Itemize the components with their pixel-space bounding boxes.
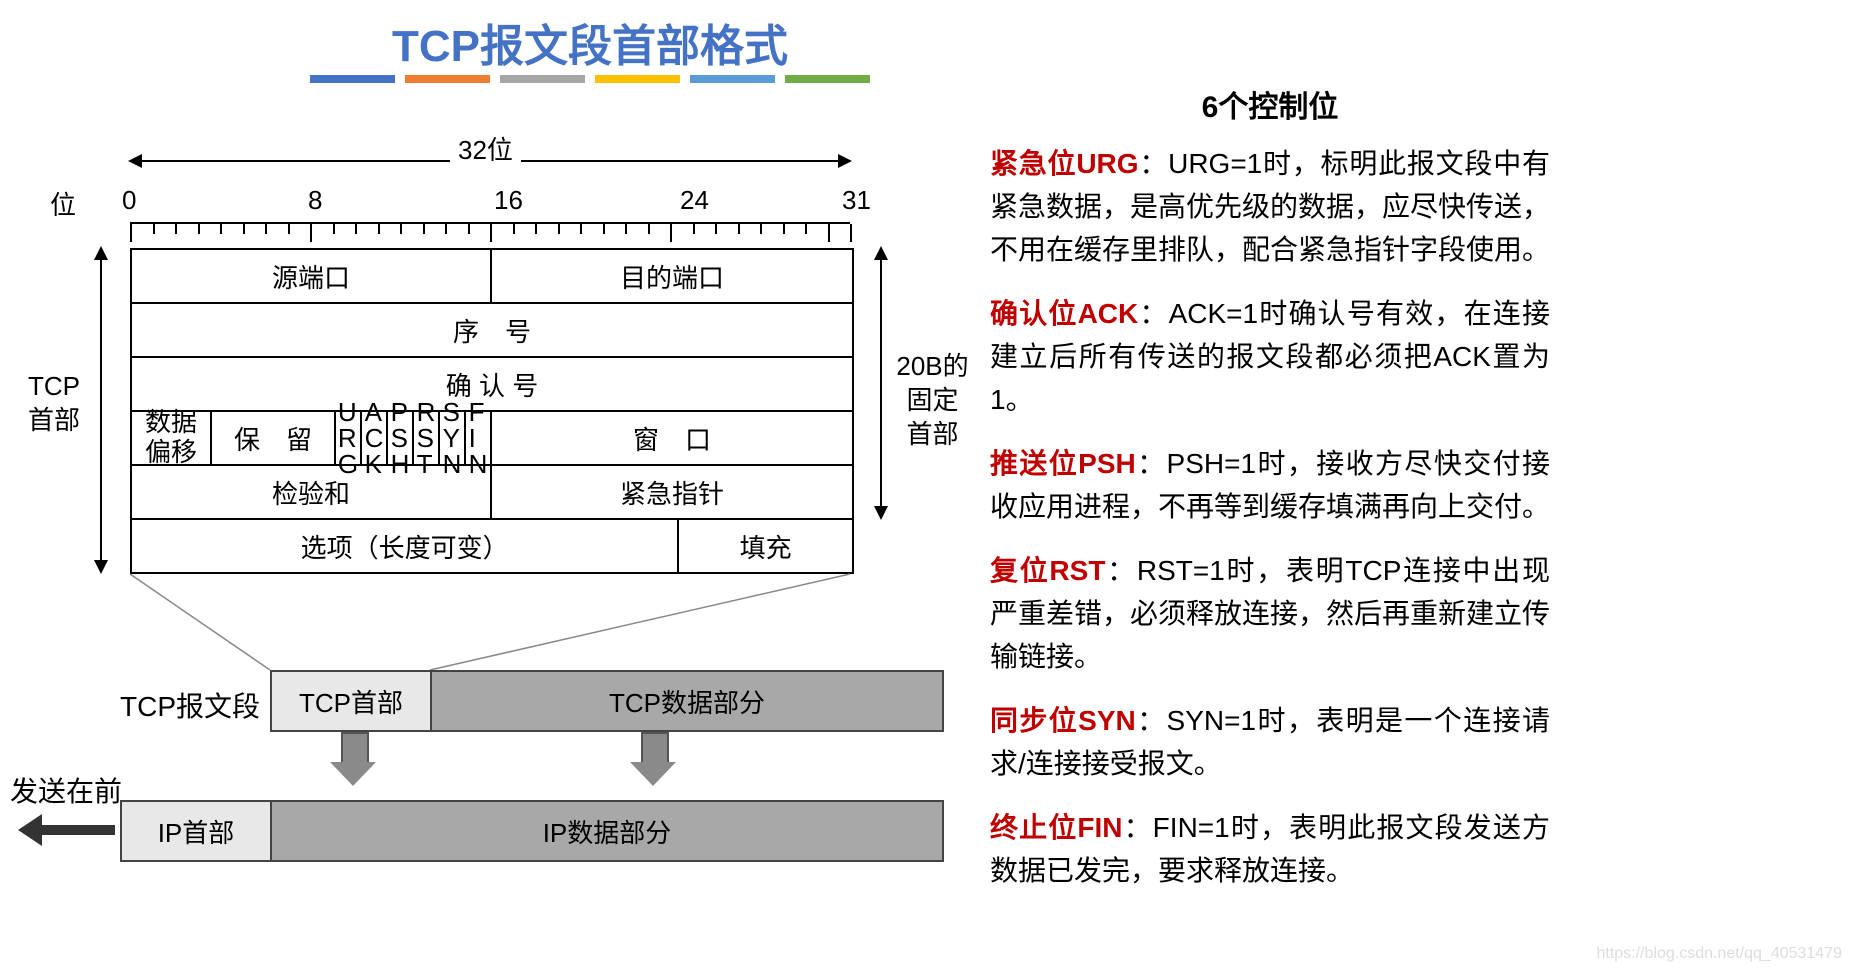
bit-ruler [130,222,850,248]
ip-segment-bar: IP首部IP数据部分 [120,800,944,862]
title-underline [0,75,1180,83]
field-urgent-ptr: 紧急指针 [492,466,852,518]
bit-tick-label: 0 [122,185,136,216]
down-arrow-1 [330,732,376,788]
tcp-data: TCP数据部分 [432,672,942,730]
field-ack-num: 确 认 号 [132,358,852,410]
field-padding: 填充 [679,520,852,572]
tcp-header-table: 源端口目的端口序 号确 认 号数据偏移保 留URGACKPSHRSTSYNFIN… [130,248,854,574]
flag-desc: 推送位PSH：PSH=1时，接收方尽快交付接收应用进程，不再等到缓存填满再向上交… [990,442,1550,529]
field-checksum: 检验和 [132,466,492,518]
down-arrow-2 [630,732,676,788]
field-reserved: 保 留 [212,412,336,464]
flag-desc: 复位RST：RST=1时，表明TCP连接中出现严重差错，必须释放连接，然后再重新… [990,549,1550,679]
tcp-segment-bar: TCP首部TCP数据部分 [270,670,944,732]
footer-watermark: https://blog.csdn.net/qq_40531479 [1596,945,1842,963]
field-src-port: 源端口 [132,250,492,302]
flag-desc: 紧急位URG：URG=1时，标明此报文段中有紧急数据，是高优先级的数据，应尽快传… [990,142,1550,272]
tcp-segment-label: TCP报文段 [120,685,260,725]
left-caption: TCP首部 [28,370,80,438]
flag-fin: FIN [466,412,492,464]
right-brace [880,248,882,518]
flag-desc: 同步位SYN：SYN=1时，表明是一个连接请求/连接接受报文。 [990,699,1550,786]
page-title: TCP报文段首部格式 [0,10,1180,74]
flag-rst: RST [414,412,440,464]
tcp-head: TCP首部 [272,672,432,730]
bit-axis-label: 位 [50,185,76,222]
field-data-offset: 数据偏移 [132,412,212,464]
send-first-label: 发送在前 [10,770,122,810]
flag-urg: URG [336,412,362,464]
bit-tick-label: 24 [680,185,709,216]
ip-data: IP数据部分 [272,802,942,860]
field-dst-port: 目的端口 [492,250,852,302]
flag-desc: 确认位ACK：ACK=1时确认号有效，在连接建立后所有传送的报文段都必须把ACK… [990,292,1550,422]
right-caption: 20B的固定首部 [895,350,970,451]
flag-syn: SYN [440,412,466,464]
bit-tick-label: 31 [842,185,871,216]
field-seq: 序 号 [132,304,852,356]
control-bits-title: 6个控制位 [990,85,1550,132]
flag-psh: PSH [388,412,414,464]
ip-head: IP首部 [122,802,272,860]
left-brace [100,248,102,572]
field-options: 选项（长度可变） [132,520,679,572]
send-direction-arrow [40,825,115,835]
bit-tick-label: 16 [494,185,523,216]
field-window: 窗 口 [492,412,852,464]
control-bits-panel: 6个控制位 紧急位URG：URG=1时，标明此报文段中有紧急数据，是高优先级的数… [990,85,1550,912]
flag-ack: ACK [362,412,388,464]
bit-tick-label: 8 [308,185,322,216]
bits-width-label: 32位 [450,130,521,167]
flag-desc: 终止位FIN：FIN=1时，表明此报文段发送方数据已发完，要求释放连接。 [990,806,1550,893]
